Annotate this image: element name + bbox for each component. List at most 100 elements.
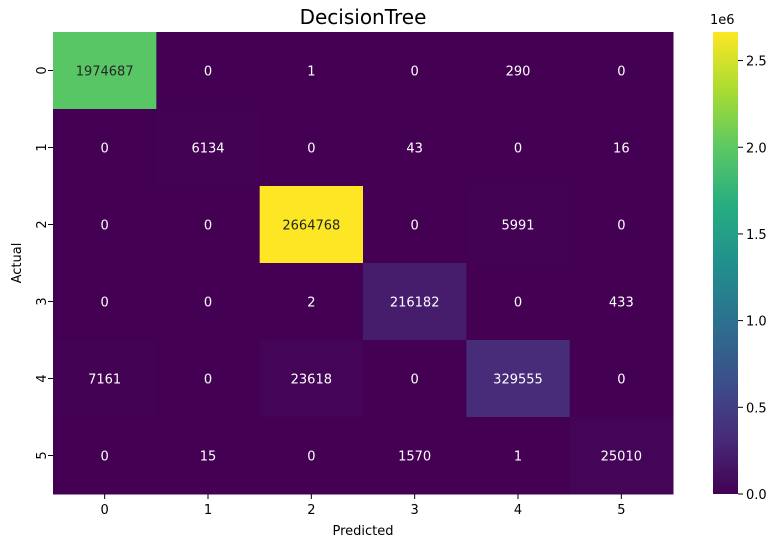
heatmap-cell-2-5 bbox=[569, 186, 674, 264]
heatmap-cell-0-0 bbox=[53, 32, 157, 110]
heatmap-cell-4-4 bbox=[466, 340, 571, 418]
heatmap-cell-0-2 bbox=[259, 32, 364, 110]
cell-value-label: 0 bbox=[307, 142, 315, 157]
heatmap-cell-1-0 bbox=[53, 109, 157, 187]
y-tick-label: 3 bbox=[35, 297, 50, 305]
cell-value-label: 23618 bbox=[291, 373, 332, 388]
heatmap-cell-2-1 bbox=[156, 186, 261, 264]
y-axis: 0 1 2 3 4 5 bbox=[35, 66, 53, 460]
heatmap-cell-0-1 bbox=[156, 32, 261, 110]
y-axis-label: Actual bbox=[10, 243, 25, 284]
heatmap-cell-2-2 bbox=[259, 186, 364, 264]
x-tick-label: 5 bbox=[617, 503, 625, 518]
cell-value-label: 0 bbox=[204, 296, 212, 311]
heatmap-cell-1-3 bbox=[363, 109, 467, 187]
cell-value-label: 0 bbox=[101, 296, 109, 311]
heatmap-cell-5-4 bbox=[466, 417, 571, 495]
heatmap-cell-4-5 bbox=[569, 340, 674, 418]
heatmap-cell-3-5 bbox=[569, 263, 674, 341]
cell-value-label: 0 bbox=[411, 65, 419, 80]
cell-value-label: 1974687 bbox=[76, 65, 134, 80]
cell-value-label: 433 bbox=[609, 296, 634, 311]
cell-value-label: 0 bbox=[101, 450, 109, 465]
heatmap-cell-2-4 bbox=[466, 186, 571, 264]
heatmap-cell-5-1 bbox=[156, 417, 261, 495]
colorbar-tick-label: 1.0 bbox=[746, 315, 767, 330]
x-tick-label: 3 bbox=[411, 503, 419, 518]
heatmap-cell-2-0 bbox=[53, 186, 157, 264]
heatmap-cell-4-0 bbox=[53, 340, 157, 418]
heatmap-cell-1-5 bbox=[569, 109, 674, 187]
heatmap-cell-3-0 bbox=[53, 263, 157, 341]
x-tick-label: 1 bbox=[204, 503, 212, 518]
colorbar-ticks: 0.0 0.5 1.0 1.5 2.0 2.5 bbox=[738, 55, 767, 503]
cell-value-label: 6134 bbox=[191, 142, 224, 157]
cell-value-label: 0 bbox=[514, 142, 522, 157]
cell-value-label: 0 bbox=[411, 219, 419, 234]
heatmap-cell-1-2 bbox=[259, 109, 364, 187]
cell-value-label: 0 bbox=[101, 142, 109, 157]
cell-value-label: 1 bbox=[307, 65, 315, 80]
colorbar-tick-label: 0.0 bbox=[746, 488, 767, 503]
colorbar-tick-label: 2.5 bbox=[746, 55, 767, 70]
chart-title: DecisionTree bbox=[300, 5, 427, 29]
heatmap-cell-3-2 bbox=[259, 263, 364, 341]
heatmap-cell-5-3 bbox=[363, 417, 467, 495]
cell-value-label: 216182 bbox=[390, 296, 440, 311]
cell-value-label: 0 bbox=[307, 450, 315, 465]
heatmap-cell-5-2 bbox=[259, 417, 364, 495]
heatmap-cell-3-4 bbox=[466, 263, 571, 341]
heatmap-cell-0-4 bbox=[466, 32, 571, 110]
cell-value-label: 15 bbox=[200, 450, 217, 465]
cell-value-label: 0 bbox=[411, 373, 419, 388]
cell-value-label: 0 bbox=[617, 373, 625, 388]
cell-value-label: 25010 bbox=[601, 450, 642, 465]
cell-value-label: 0 bbox=[204, 219, 212, 234]
cell-value-label: 0 bbox=[101, 219, 109, 234]
heatmap-cell-2-3 bbox=[363, 186, 467, 264]
cell-value-label: 2 bbox=[307, 296, 315, 311]
colorbar-scale-label: 1e6 bbox=[710, 13, 735, 28]
x-axis-label: Predicted bbox=[332, 524, 393, 539]
colorbar bbox=[713, 32, 738, 494]
heatmap-cell-5-0 bbox=[53, 417, 157, 495]
cell-value-label: 1570 bbox=[398, 450, 431, 465]
cell-value-label: 16 bbox=[613, 142, 630, 157]
heatmap-cell-5-5 bbox=[569, 417, 674, 495]
cell-value-label: 1 bbox=[514, 450, 522, 465]
cell-value-label: 2664768 bbox=[282, 219, 340, 234]
cell-value-label: 329555 bbox=[493, 373, 543, 388]
y-tick-label: 2 bbox=[35, 220, 50, 228]
cell-value-label: 0 bbox=[204, 373, 212, 388]
cell-value-label: 0 bbox=[204, 65, 212, 80]
heatmap-cell-1-1 bbox=[156, 109, 261, 187]
colorbar-tick-label: 1.5 bbox=[746, 228, 767, 243]
colorbar-tick-label: 0.5 bbox=[746, 401, 767, 416]
heatmap-cell-3-1 bbox=[156, 263, 261, 341]
x-tick-label: 4 bbox=[514, 503, 522, 518]
y-tick-label: 4 bbox=[35, 374, 50, 382]
x-tick-label: 2 bbox=[307, 503, 315, 518]
heatmap-cell-4-1 bbox=[156, 340, 261, 418]
heatmap-cell-4-3 bbox=[363, 340, 467, 418]
heatmap-cell-4-2 bbox=[259, 340, 364, 418]
heatmap-annotations: 1974687 0 1 0 290 0 0 6134 0 43 0 16 0 0 2664768 0 5991 0… bbox=[76, 65, 642, 465]
cell-value-label: 5991 bbox=[501, 219, 534, 234]
cell-value-label: 43 bbox=[406, 142, 423, 157]
x-tick-label: 0 bbox=[101, 503, 109, 518]
heatmap-cell-1-4 bbox=[466, 109, 571, 187]
x-axis: 0 1 2 3 4 5 bbox=[101, 494, 625, 518]
colorbar-tick-label: 2.0 bbox=[746, 141, 767, 156]
heatmap-cell-0-3 bbox=[363, 32, 467, 110]
cell-value-label: 0 bbox=[617, 65, 625, 80]
cell-value-label: 7161 bbox=[88, 373, 121, 388]
y-tick-label: 1 bbox=[35, 143, 50, 151]
cell-value-label: 0 bbox=[617, 219, 625, 234]
y-tick-label: 0 bbox=[35, 66, 50, 74]
heatmap-cell-3-3 bbox=[363, 263, 467, 341]
heatmap-cells bbox=[53, 32, 674, 495]
heatmap-cell-0-5 bbox=[569, 32, 674, 110]
y-tick-label: 5 bbox=[35, 451, 50, 459]
